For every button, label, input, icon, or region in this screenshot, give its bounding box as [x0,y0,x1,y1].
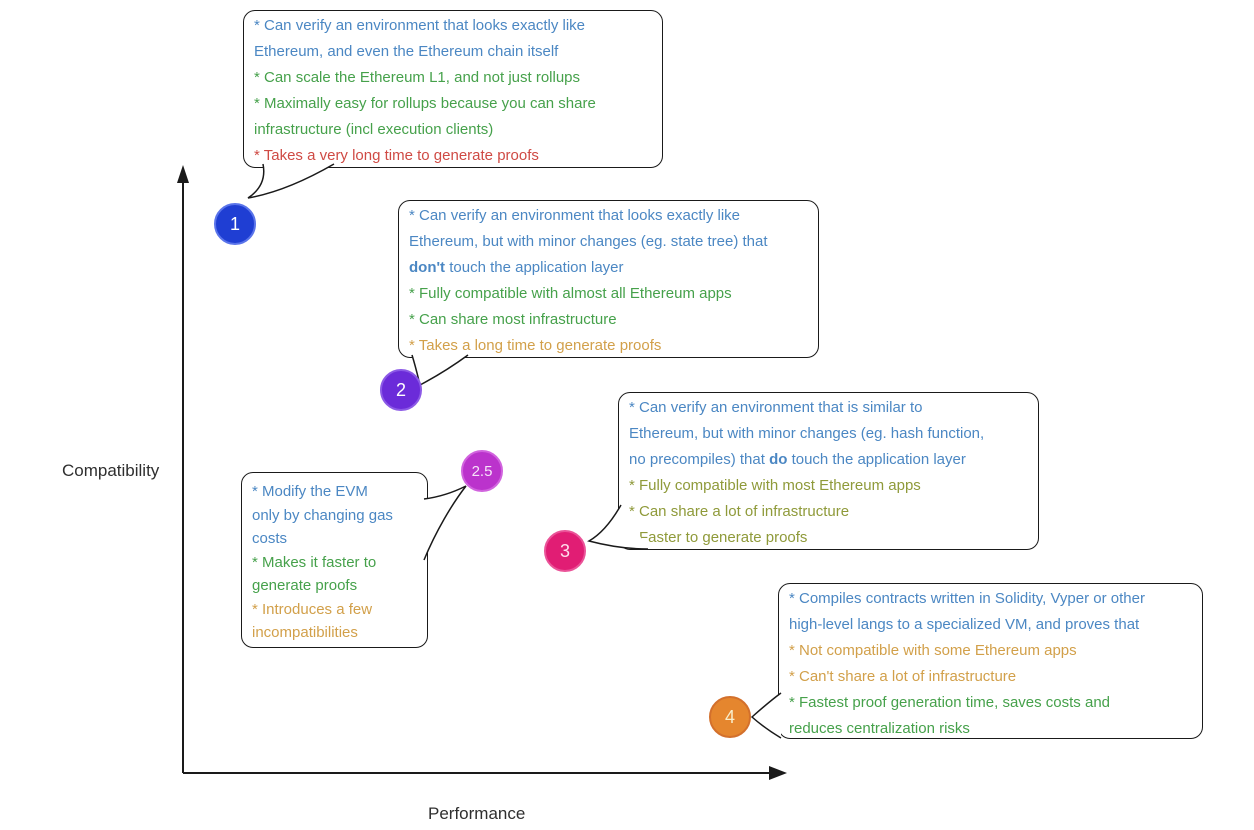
x-axis-label: Performance [428,804,526,823]
bubble-bullet: * Takes a very long time to generate pro… [254,147,539,164]
bubble-bullet: * Makes it faster to generate proofs [252,553,377,595]
bubble-bullet: * Can share a lot of infrastructure [629,503,850,520]
callout-type-4: * Compiles contracts written in Solidity… [778,583,1203,739]
bubble-bullet: * Can scale the Ethereum L1, and not jus… [254,69,581,86]
circle-node-2-5: 2.5 [461,450,503,492]
bubble-bullet: * Can verify an environment that is simi… [629,399,985,468]
bubble-bullet: * Maximally easy for rollups because you… [254,95,596,138]
circle-node-2: 2 [380,369,422,411]
circle-node-1: 1 [214,203,256,245]
bubble-bullet: * Modify the EVM only by changing gas co… [252,483,393,547]
callout-type-3: * Can verify an environment that is simi… [618,392,1039,550]
callout-type-1: * Can verify an environment that looks e… [243,10,663,168]
bubble-bullet: * Fully compatible with almost all Ether… [409,285,732,302]
bubble-bullet: * Compiles contracts written in Solidity… [789,590,1145,633]
bubble-bullet: * Faster to generate proofs [629,529,808,546]
bubble-tail-2-5 [423,485,467,561]
circle-node-3: 3 [544,530,586,572]
bubble-bullet: * Can share most infrastructure [409,311,617,328]
callout-type-2: * Can verify an environment that looks e… [398,200,819,358]
x-axis-arrow-icon [769,766,787,780]
y-axis-label: Compatibility [62,461,160,480]
bubble-bullet: * Fully compatible with most Ethereum ap… [629,477,921,494]
bubble-tail-1 [247,163,335,199]
bubble-bullet: * Not compatible with some Ethereum apps [789,642,1077,659]
bubble-bullet: * Introduces a few incompatibilities [252,600,373,642]
circle-node-4: 4 [709,696,751,738]
bubble-tail-2 [411,354,469,387]
bubble-bullet: * Can verify an environment that looks e… [409,207,768,276]
bubble-bullet: * Can verify an environment that looks e… [254,17,585,60]
bubble-bullet: * Fastest proof generation time, saves c… [789,694,1110,737]
callout-type-2-5: * Modify the EVM only by changing gas co… [241,472,428,648]
bubble-bullet: * Can't share a lot of infrastructure [789,668,1017,685]
bubble-tail-4 [750,692,782,739]
y-axis-arrow-icon [177,165,189,183]
bubble-bullet: * Takes a long time to generate proofs [409,337,662,354]
